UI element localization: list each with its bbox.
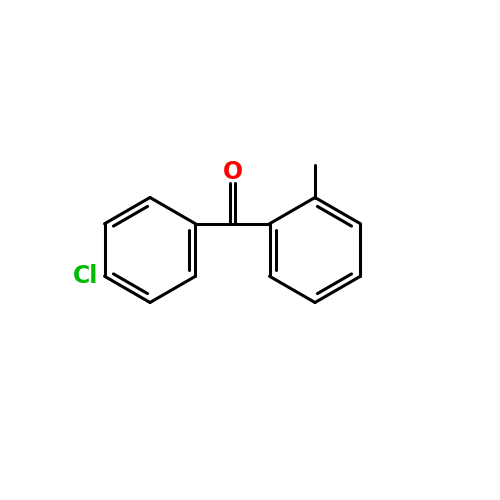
Text: O: O bbox=[222, 160, 242, 184]
Text: Cl: Cl bbox=[73, 264, 98, 288]
